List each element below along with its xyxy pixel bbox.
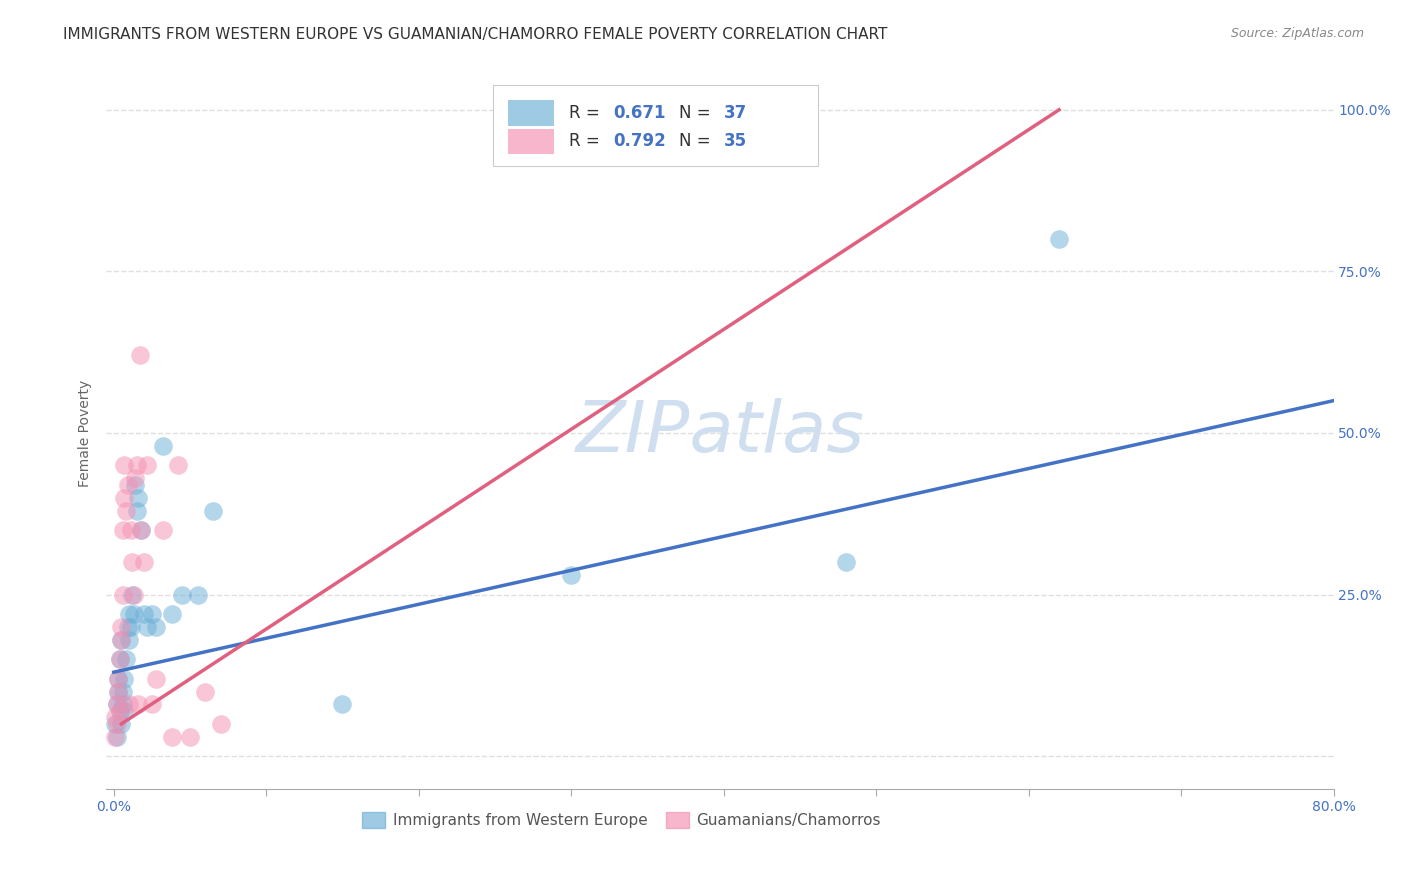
Point (111, 684, 134, 698)
Point (172, 588, 194, 602)
Point (166, 458, 188, 473)
Point (209, 717, 232, 731)
Text: N =: N = (679, 104, 716, 122)
Point (107, 684, 129, 698)
Point (122, 588, 145, 602)
Point (114, 704, 136, 718)
Point (118, 632, 141, 647)
Text: ZIPatlas: ZIPatlas (575, 399, 865, 467)
Point (105, 698, 128, 712)
Point (111, 698, 134, 712)
Point (108, 704, 131, 718)
Point (111, 588, 134, 602)
Point (110, 620, 132, 634)
Point (121, 588, 143, 602)
Point (160, 730, 183, 744)
Point (560, 568, 582, 582)
Point (104, 710, 127, 724)
Point (104, 730, 127, 744)
Point (107, 672, 129, 686)
Point (118, 698, 141, 712)
Point (1047, 232, 1070, 246)
Point (125, 503, 148, 517)
Point (110, 717, 132, 731)
Point (152, 523, 174, 537)
Point (110, 632, 132, 647)
Point (141, 607, 163, 621)
Point (120, 523, 142, 537)
Point (104, 717, 127, 731)
Text: IMMIGRANTS FROM WESTERN EUROPE VS GUAMANIAN/CHAMORRO FEMALE POVERTY CORRELATION : IMMIGRANTS FROM WESTERN EUROPE VS GUAMAN… (63, 27, 887, 42)
Point (117, 620, 139, 634)
Text: N =: N = (679, 132, 716, 151)
Point (187, 588, 209, 602)
Point (122, 607, 145, 621)
Point (115, 503, 138, 517)
Point (145, 620, 167, 634)
Point (110, 632, 132, 647)
Point (332, 698, 354, 712)
Point (152, 439, 174, 453)
Point (160, 607, 183, 621)
Y-axis label: Female Poverty: Female Poverty (79, 379, 93, 487)
Point (108, 704, 131, 718)
Point (127, 698, 149, 712)
Point (134, 555, 156, 569)
Point (129, 523, 152, 537)
Point (201, 503, 224, 517)
Point (114, 672, 136, 686)
Point (114, 458, 136, 473)
Text: 0.792: 0.792 (613, 132, 666, 151)
Point (108, 652, 131, 666)
Text: 37: 37 (724, 104, 747, 122)
FancyBboxPatch shape (508, 128, 554, 154)
Point (105, 717, 128, 731)
Point (111, 523, 134, 537)
Text: R =: R = (569, 132, 605, 151)
Point (179, 730, 201, 744)
Point (105, 730, 128, 744)
Point (105, 698, 128, 712)
Point (107, 684, 129, 698)
Point (120, 620, 142, 634)
Point (194, 684, 217, 698)
Point (125, 458, 148, 473)
Text: 0.671: 0.671 (613, 104, 665, 122)
Point (128, 348, 150, 362)
Point (124, 471, 146, 485)
Point (114, 491, 136, 505)
Point (107, 672, 129, 686)
Point (134, 607, 156, 621)
Legend: Immigrants from Western Europe, Guamanians/Chamorros: Immigrants from Western Europe, Guamania… (356, 806, 887, 834)
Point (834, 555, 856, 569)
Text: 35: 35 (724, 132, 747, 151)
Point (141, 698, 163, 712)
Point (124, 477, 146, 491)
Text: R =: R = (569, 104, 605, 122)
Point (129, 523, 152, 537)
Point (118, 607, 141, 621)
Point (127, 491, 149, 505)
Text: Source: ZipAtlas.com: Source: ZipAtlas.com (1230, 27, 1364, 40)
Point (115, 652, 138, 666)
FancyBboxPatch shape (492, 85, 818, 166)
Point (117, 477, 139, 491)
Point (136, 458, 159, 473)
Point (136, 620, 159, 634)
Point (121, 555, 143, 569)
Point (145, 672, 167, 686)
FancyBboxPatch shape (508, 100, 554, 126)
Point (108, 652, 131, 666)
